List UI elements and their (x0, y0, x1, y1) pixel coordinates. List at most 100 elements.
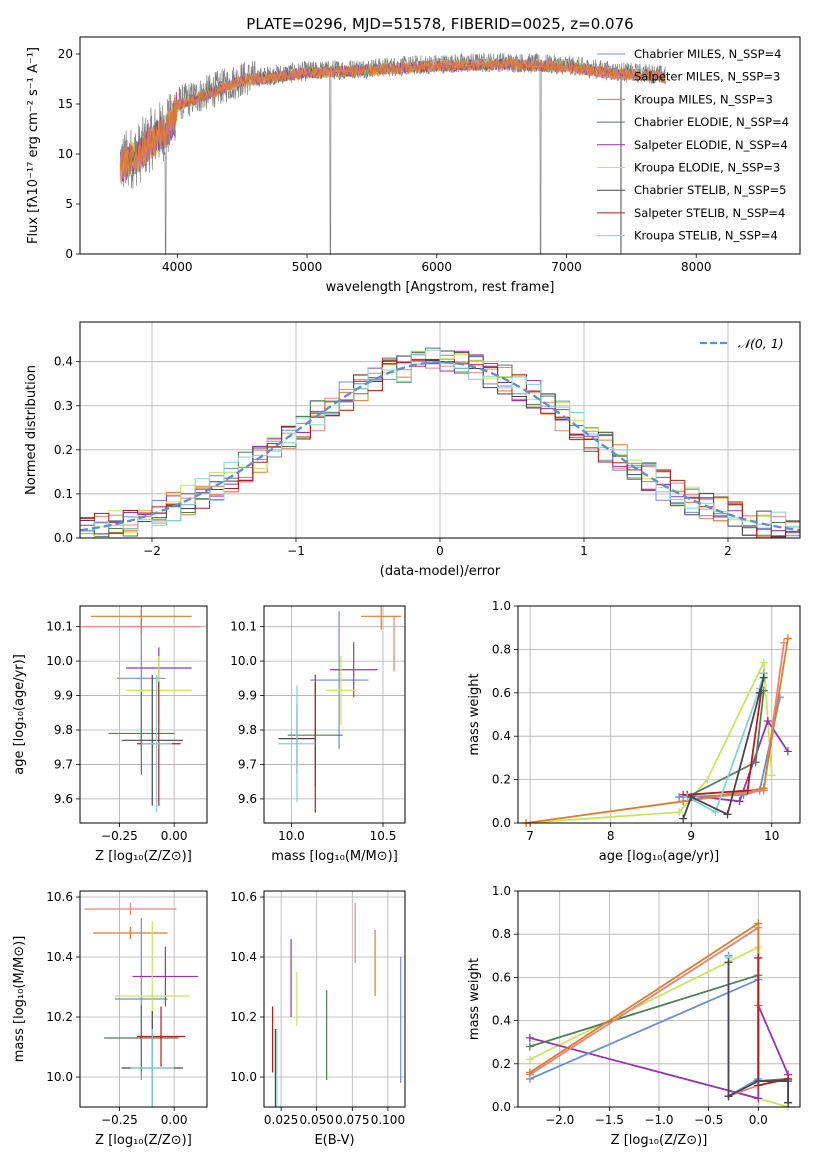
weight_vs_age-axes-frame (517, 605, 801, 824)
chart-title: PLATE=0296, MJD=51578, FIBERID=0025, z=0… (246, 15, 633, 33)
x-axis-label: (data-model)/error (380, 564, 501, 579)
x-tick-label: 6000 (421, 260, 452, 274)
weight-line-kroupa-miles (525, 638, 789, 824)
weight-marker (679, 814, 688, 823)
x-tick-label: 0.025 (264, 1113, 298, 1127)
weight-marker (759, 673, 768, 682)
weight-marker (783, 747, 792, 756)
y-tick-label: 0.0 (492, 816, 511, 830)
normal-distribution-curve (79, 360, 801, 532)
legend-entry: Kroupa STELIB, N_SSP=4 (634, 229, 778, 243)
y-tick-label: 10.2 (230, 1010, 257, 1024)
weight-marker (767, 771, 776, 780)
mass_vs_ebv-axes-frame (263, 890, 406, 1108)
y-tick-label: 9.6 (54, 792, 73, 806)
y-tick-label: 10.1 (46, 620, 73, 634)
x-tick-label: 0.075 (335, 1113, 369, 1127)
y-tick-label: 10.0 (46, 654, 73, 668)
mass_vs_ebv-errorbars (271, 903, 402, 1107)
weight-marker (743, 786, 752, 795)
y-tick-label: 9.7 (238, 757, 257, 771)
y-tick-label: 5 (65, 197, 73, 211)
legend-entry: 𝒩(0, 1) (738, 336, 784, 351)
weight-marker (525, 1033, 534, 1042)
x-axis-label: wavelength [Angstrom, rest frame] (326, 280, 555, 295)
x-tick-label: −1.0 (644, 1113, 673, 1127)
x-tick-label: 0.00 (161, 829, 188, 843)
x-tick-label: 10 (764, 829, 779, 843)
x-axis-label: E(B-V) (314, 1133, 354, 1148)
y-tick-label: 0.0 (492, 1100, 511, 1114)
weight-marker (759, 784, 768, 793)
y-tick-label: 0.4 (492, 1014, 511, 1028)
weight-marker (679, 797, 688, 806)
legend-entry: Chabrier MILES, N_SSP=4 (634, 47, 781, 61)
x-tick-label: 7000 (551, 260, 582, 274)
y-tick-label: 0.4 (492, 729, 511, 743)
weight-marker (703, 775, 712, 784)
x-axis-label: Z [log₁₀(Z/Z⊙)] (95, 849, 192, 864)
weight-marker (675, 808, 684, 817)
weight-marker (675, 792, 684, 801)
weight-marker (751, 758, 760, 767)
y-tick-label: 0.0 (54, 531, 73, 545)
y-tick-label: 0.4 (54, 355, 73, 369)
y-tick-label: 9.8 (238, 723, 257, 737)
x-axis-label: mass [log₁₀(M/M⊙)] (271, 849, 398, 864)
weight-line-salpeter-miles (529, 926, 760, 1098)
weight-line-chabrier-stelib (682, 677, 765, 820)
y-tick-label: 15 (58, 97, 73, 111)
legend-entry: Kroupa ELODIE, N_SSP=3 (634, 161, 780, 175)
weight-marker (724, 958, 733, 967)
x-axis-label: age [log₁₀(age/yr)] (599, 849, 720, 864)
spectrum-axes-frame (79, 36, 801, 255)
age_vs_Z-grid (80, 606, 207, 823)
y-tick-label: 0.2 (492, 773, 511, 787)
age_vs_mass-axes-frame (263, 605, 406, 824)
weight-marker (687, 792, 696, 801)
y-tick-label: 9.6 (238, 792, 257, 806)
y-tick-label: 0 (65, 247, 73, 261)
y-tick-label: 0.2 (54, 443, 73, 457)
y-tick-label: 0.6 (492, 686, 511, 700)
legend-entry: Chabrier STELIB, N_SSP=5 (634, 183, 786, 197)
weight-line-kroupa-stelib (727, 958, 759, 1098)
y-tick-label: 9.9 (54, 689, 73, 703)
weight-marker (525, 1042, 534, 1051)
x-tick-label: −2 (143, 544, 161, 558)
y-tick-label: 10.0 (230, 1070, 257, 1084)
x-tick-label: −1 (287, 544, 305, 558)
y-tick-label: 20 (58, 47, 73, 61)
y-tick-label: 0.8 (492, 642, 511, 656)
x-tick-label: 10.5 (370, 829, 397, 843)
x-tick-label: 5000 (292, 260, 323, 274)
weight-line-kroupa-miles (529, 921, 760, 1074)
x-tick-label: −0.5 (694, 1113, 723, 1127)
y-axis-label: age [log₁₀(age/yr)] (12, 654, 27, 775)
weight-marker (763, 717, 772, 726)
histogram-kroupa-stelib (79, 349, 801, 538)
x-tick-label: 0 (436, 544, 444, 558)
y-axis-label: Normed distribution (24, 365, 39, 495)
weight-marker (754, 953, 763, 962)
weight-line-kroupa-stelib (686, 673, 765, 814)
y-axis-label: mass weight (467, 958, 482, 1040)
y-tick-label: 10.4 (46, 950, 73, 964)
model-spectrum-salpeter-miles (119, 57, 666, 183)
y-tick-label: 1.0 (492, 599, 511, 613)
mass_vs_Z-axes-frame (79, 890, 208, 1108)
y-tick-label: 10.0 (46, 1070, 73, 1084)
y-tick-label: 10 (58, 147, 73, 161)
age_vs_mass-errorbars (278, 606, 402, 813)
model-spectrum-salpeter-elodie (119, 58, 666, 182)
age_vs_mass-grid (264, 606, 405, 823)
x-tick-label: 0.00 (161, 1113, 188, 1127)
y-tick-label: 10.1 (230, 620, 257, 634)
weight-marker (525, 1068, 534, 1077)
x-tick-label: 7 (526, 829, 534, 843)
x-axis-label: Z [log₁₀(Z/Z⊙)] (95, 1133, 192, 1148)
weight-marker (754, 1094, 763, 1103)
weight-line-kroupa-elodie (526, 658, 773, 824)
legend-entry: Salpeter ELODIE, N_SSP=4 (634, 138, 788, 152)
